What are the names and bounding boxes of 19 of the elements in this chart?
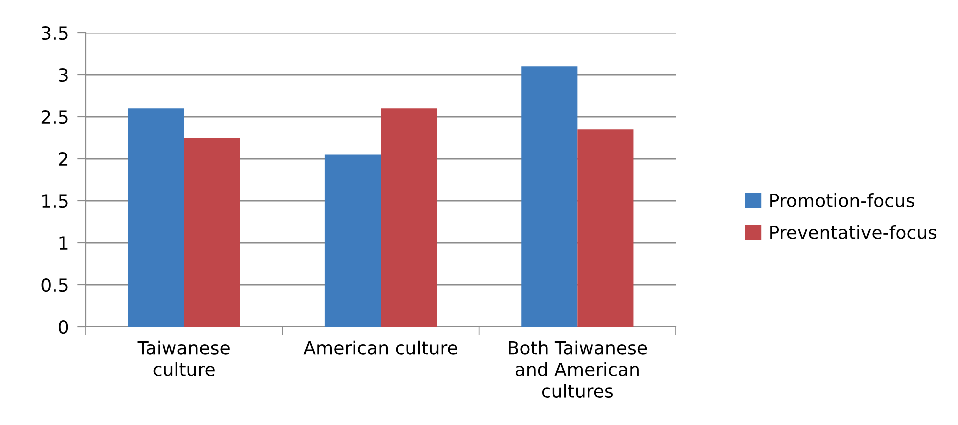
y-tick-label: 0 — [59, 320, 68, 334]
x-tick-label: American culture — [304, 340, 458, 355]
y-tick-label: 2.5 — [42, 110, 68, 124]
bar — [324, 154, 381, 327]
legend-label: Preventative-focus — [770, 225, 937, 240]
y-tick-label: 3 — [59, 68, 68, 82]
y-tick-label: 2 — [59, 152, 68, 166]
y-tick-label: 3.5 — [42, 26, 68, 40]
y-tick-label: 1 — [60, 236, 68, 250]
bar — [522, 66, 578, 327]
bar — [184, 138, 240, 327]
x-tick-label: Both Taiwanese and American cultures — [509, 340, 648, 398]
x-tick-label: Taiwanese culture — [138, 340, 230, 376]
y-tick-label: 1.5 — [42, 194, 68, 208]
bar — [381, 108, 438, 327]
bar — [128, 108, 184, 327]
y-tick-label: 0.5 — [42, 278, 68, 292]
legend-label: Promotion-focus — [770, 194, 914, 208]
bar — [578, 130, 634, 327]
